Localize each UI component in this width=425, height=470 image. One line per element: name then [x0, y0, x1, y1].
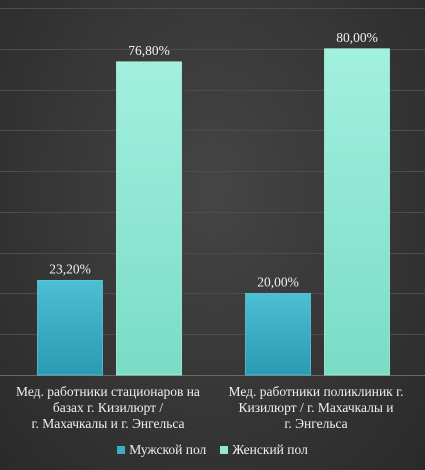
data-label-female-1: 80,00%: [336, 30, 378, 45]
data-label-male-0: 23,20%: [49, 261, 91, 276]
legend-swatch-male: [117, 446, 126, 454]
legend-entry-male: Мужской пол: [117, 442, 206, 458]
bar-male-0: [37, 279, 103, 376]
legend-label-female: Женский пол: [232, 442, 308, 457]
data-label-male-1: 20,00%: [257, 274, 299, 289]
bars: [37, 48, 390, 376]
data-labels: 23,20% 20,00% 76,80% 80,00%: [49, 30, 378, 290]
legend-entry-female: Женский пол: [220, 442, 308, 458]
x-tick-label-0-line-2: г. Махачкалы и г. Энгельса: [31, 416, 185, 431]
bar-female-1: [324, 48, 390, 376]
x-tick-label-1: Мед. работники поликлиник г. Кизилюрт / …: [211, 384, 421, 432]
x-tick-label-0-line-0: Мед. работники стационаров на: [16, 384, 200, 399]
x-tick-label-0: Мед. работники стационаров на базах г. К…: [3, 384, 213, 432]
legend-label-male: Мужской пол: [129, 442, 207, 457]
legend-swatch-female: [220, 446, 229, 454]
data-label-female-0: 76,80%: [128, 43, 170, 58]
x-tick-label-1-line-2: г. Энгельса: [284, 416, 348, 431]
x-tick-label-0-line-1: базах г. Кизилюрт /: [52, 400, 164, 415]
bar-female-0: [116, 61, 182, 376]
bar-male-1: [245, 293, 311, 376]
x-tick-label-1-line-0: Мед. работники поликлиник г.: [228, 384, 404, 399]
legend: Мужской пол Женский пол: [0, 442, 425, 458]
x-tick-label-1-line-1: Кизилюрт / г. Махачкалы и: [238, 400, 394, 415]
